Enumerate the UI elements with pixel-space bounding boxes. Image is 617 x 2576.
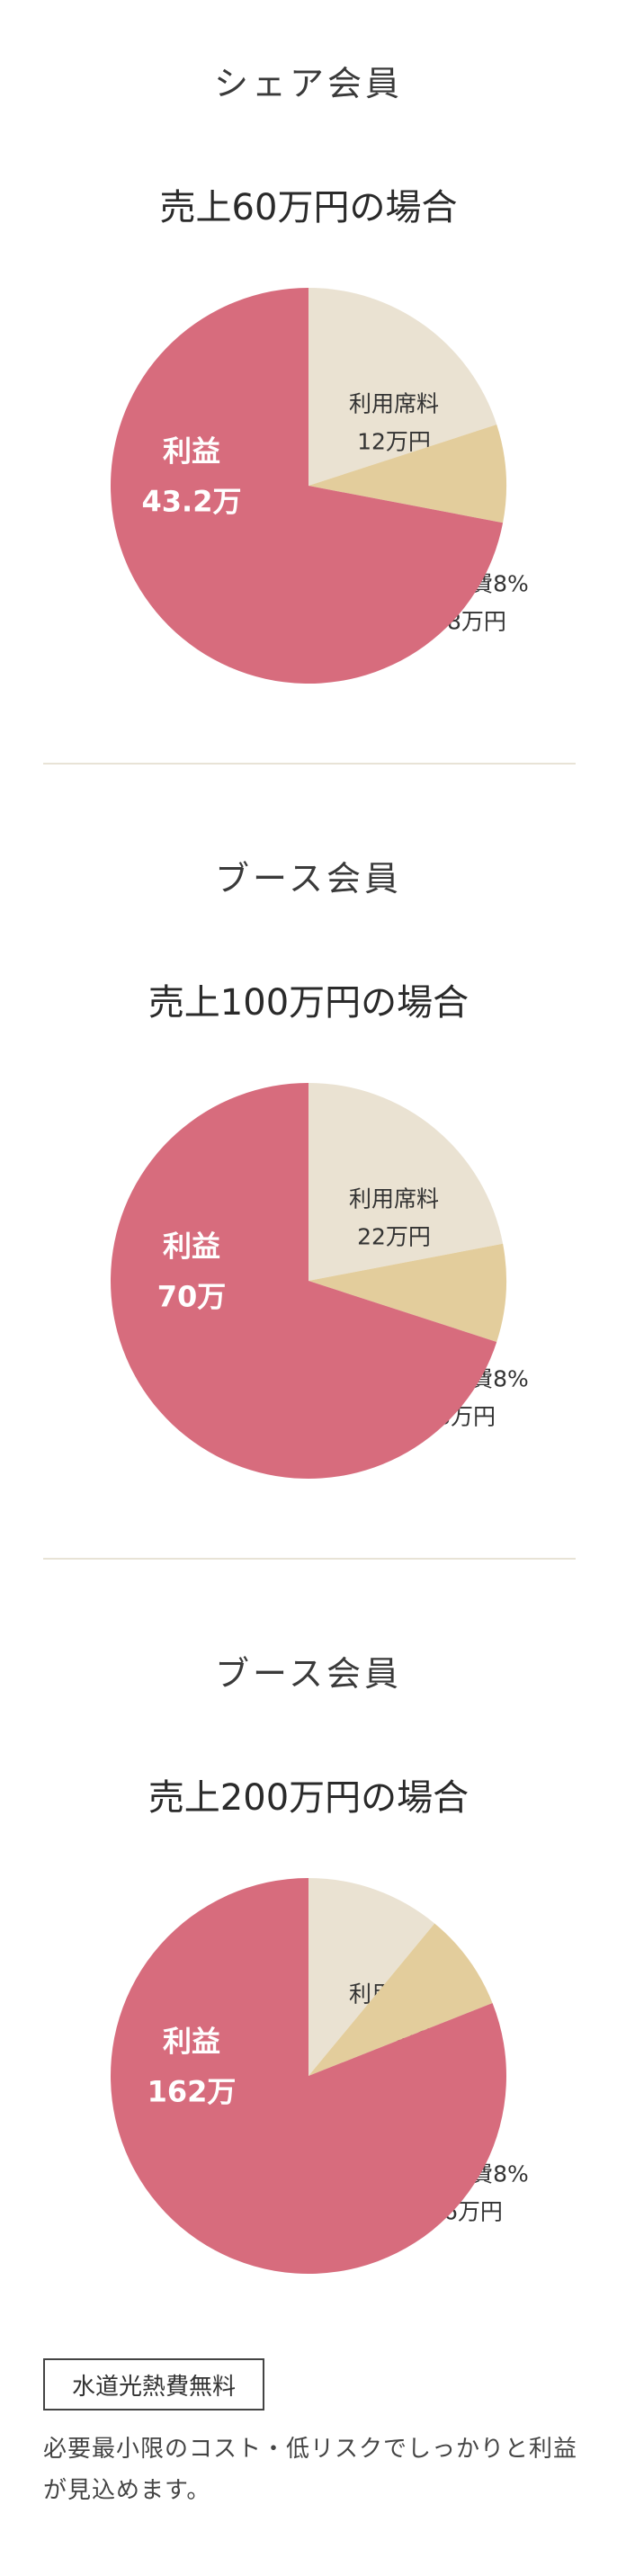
pie-slice-2	[111, 1878, 507, 2274]
pie-slice-0	[308, 288, 497, 486]
utilities-free-badge: 水道光熱費無料	[43, 2358, 264, 2411]
share-member-section: シェア会員 売上60万円の場合 利用席料12万円原材料費8%4.8万円利益43.…	[0, 0, 617, 720]
slice-value-label-0: 22万円	[357, 1223, 431, 1249]
pie-slice-2	[110, 287, 504, 684]
pie-slice-0	[308, 1083, 504, 1281]
section-divider	[43, 763, 576, 765]
slice-value-label-2: 43.2万	[142, 485, 242, 519]
pie-slice-1	[308, 425, 506, 523]
sales-title: 売上60万円の場合	[159, 187, 458, 228]
member-type-title: ブース会員	[214, 859, 403, 899]
slice-label-0: 利用席料	[349, 390, 439, 416]
pie-slice-1	[308, 1923, 493, 2076]
pie-slice-0	[308, 1878, 435, 2076]
slice-label-0: 利用席料	[349, 1185, 439, 1212]
slice-value-label-2: 70万	[157, 1280, 227, 1314]
sales-title: 売上100万円の場合	[148, 982, 469, 1024]
section-divider	[43, 1558, 576, 1560]
slice-value-label-2: 162万	[148, 2075, 237, 2109]
sales-title: 売上200万円の場合	[148, 1777, 469, 1819]
booth-member-section-200: ブース会員 売上200万円の場合 利用席料22万円原材料費8%16万円利益162…	[0, 1590, 617, 2310]
pie-slice-1	[308, 1243, 506, 1342]
member-type-title: ブース会員	[214, 1654, 403, 1694]
pie-slice-2	[110, 1083, 497, 1479]
slice-label-2: 利益	[163, 1230, 220, 1264]
slice-label-2: 利益	[163, 2025, 220, 2059]
note-text: 必要最小限のコスト・低リスクでしっかりと利益が見込めます。	[43, 2436, 578, 2504]
member-type-title: シェア会員	[213, 64, 403, 103]
slice-label-2: 利益	[163, 434, 220, 469]
